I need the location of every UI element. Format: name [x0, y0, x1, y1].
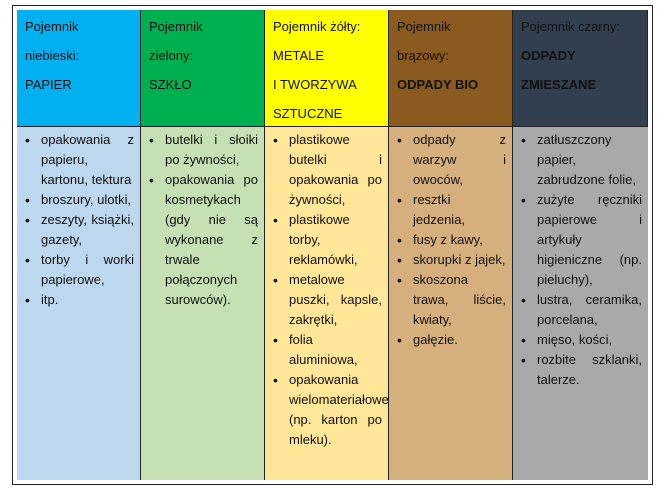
list-item: zatłuszczony papier, zabrudzone folie, [517, 130, 642, 190]
header-line: PAPIER [25, 77, 72, 92]
header-yellow-bin: Pojemnik żółty: METALE I TWORZYWA SZTUCZ… [265, 10, 389, 127]
list-item: skorupki z jajek, [393, 250, 506, 270]
list-item: opakowania wielomateriałowe (np. karton … [269, 370, 389, 450]
list-item: mięso, kości, [517, 330, 642, 350]
header-line: brązowy: [397, 48, 450, 63]
items-list: zatłuszczony papier, zabrudzone folie, z… [517, 130, 642, 390]
list-item: metalowe puszki, kapsle, zakrętki, [269, 270, 382, 330]
list-item: gałęzie. [393, 330, 506, 350]
header-line: Pojemnik [149, 19, 203, 34]
list-item: plastikowe torby, reklamówki, [269, 210, 382, 270]
header-brown-bin: Pojemnik brązowy: ODPADY BIO [389, 10, 513, 127]
items-list: opakowania z papieru, kartonu, tektura b… [21, 130, 134, 310]
list-item: butelki i słoiki po żywności, [145, 130, 258, 170]
header-line: zielony: [149, 48, 194, 63]
header-line: Pojemnik czarny: [521, 19, 620, 34]
items-black-bin: zatłuszczony papier, zabrudzone folie, z… [513, 127, 648, 480]
header-line: METALE [273, 48, 325, 63]
header-line: SZTUCZNE [273, 106, 343, 121]
items-green-bin: butelki i słoiki po żywności, opakowania… [141, 127, 265, 480]
header-black-bin: Pojemnik czarny: ODPADY ZMIESZANE [513, 10, 648, 127]
header-line: Pojemnik żółty: [273, 19, 361, 34]
header-line: Pojemnik [25, 19, 79, 34]
header-line: ZMIESZANE [521, 77, 597, 92]
header-line: ODPADY BIO [397, 77, 479, 92]
list-item: resztki jedzenia, [393, 190, 506, 230]
list-item: zeszyty, książki, gazety, [21, 210, 134, 250]
list-item: rozbite szklanki, talerze. [517, 350, 642, 390]
list-item: skoszona trawa, liście, kwiaty, [393, 270, 506, 330]
header-line: I TWORZYWA [273, 77, 357, 92]
list-item: plastikowe butelki i opakowania po żywno… [269, 130, 382, 210]
list-item: lustra, ceramika, porcelana, [517, 290, 642, 330]
list-item: fusy z kawy, [393, 230, 506, 250]
items-list: plastikowe butelki i opakowania po żywno… [269, 130, 389, 450]
header-line: Pojemnik [397, 19, 451, 34]
list-item: odpady z warzyw i owoców, [393, 130, 506, 190]
items-brown-bin: odpady z warzyw i owoców, resztki jedzen… [389, 127, 513, 480]
items-list: odpady z warzyw i owoców, resztki jedzen… [393, 130, 506, 350]
header-line: SZKŁO [149, 77, 192, 92]
header-green-bin: Pojemnik zielony: SZKŁO [141, 10, 265, 127]
list-item: zużyte ręczniki papierowe i artykuły hig… [517, 190, 642, 290]
list-item: opakowania po kosmetykach (gdy nie są wy… [145, 170, 258, 310]
list-item: torby i worki papierowe, [21, 250, 134, 290]
waste-sorting-table: Pojemnik niebieski: PAPIER Pojemnik ziel… [12, 5, 653, 485]
header-line: niebieski: [25, 48, 80, 63]
list-item: broszury, ulotki, [21, 190, 134, 210]
header-line: ODPADY [521, 48, 576, 63]
table-grid: Pojemnik niebieski: PAPIER Pojemnik ziel… [17, 10, 648, 480]
items-blue-bin: opakowania z papieru, kartonu, tektura b… [17, 127, 141, 480]
items-yellow-bin: plastikowe butelki i opakowania po żywno… [265, 127, 389, 480]
items-list: butelki i słoiki po żywności, opakowania… [145, 130, 258, 310]
list-item: itp. [21, 290, 134, 310]
list-item: opakowania z papieru, kartonu, tektura [21, 130, 134, 190]
header-blue-bin: Pojemnik niebieski: PAPIER [17, 10, 141, 127]
list-item: folia aluminiowa, [269, 330, 382, 370]
